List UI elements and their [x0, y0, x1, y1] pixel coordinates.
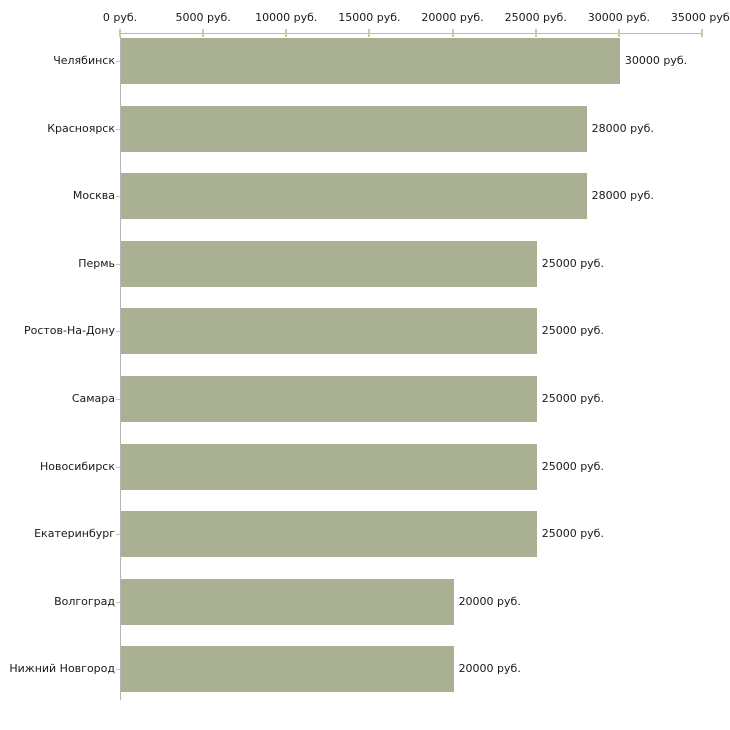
bar-value-label: 25000 руб.: [541, 459, 604, 473]
bar-value-label: 20000 руб.: [458, 662, 521, 676]
bar-value-label: 28000 руб.: [591, 189, 654, 203]
category-label: Екатеринбург: [34, 527, 115, 541]
bar: [121, 240, 537, 287]
bar: [121, 38, 620, 84]
category-tick-mark: [116, 467, 120, 468]
category-tick-mark: [116, 534, 120, 535]
category-label: Красноярск: [47, 121, 115, 135]
category-tick-mark: [116, 61, 120, 62]
category-tick-mark: [116, 602, 120, 603]
x-tick-mark: [617, 29, 620, 37]
x-tick-label: 30000 руб.: [587, 11, 650, 24]
category-tick-mark: [116, 264, 120, 265]
x-tick-mark: [368, 29, 371, 37]
category-label: Самара: [71, 392, 115, 405]
x-tick-mark: [701, 29, 703, 37]
bar: [121, 511, 537, 558]
bar: [121, 173, 587, 220]
x-tick-mark: [285, 29, 288, 37]
x-tick-label: 0 руб.: [102, 11, 138, 24]
category-label: Челябинск: [53, 54, 115, 67]
bar: [121, 646, 454, 693]
x-tick-label: 15000 руб.: [338, 11, 401, 24]
bar-value-label: 30000 руб.: [624, 54, 688, 67]
bar-value-label: 25000 руб.: [541, 527, 604, 541]
x-tick-mark: [534, 29, 537, 37]
category-tick-mark: [116, 399, 120, 400]
x-tick-mark: [119, 29, 121, 37]
bar: [121, 105, 587, 152]
x-tick-label: 10000 руб.: [255, 11, 318, 24]
category-tick-mark: [116, 331, 120, 332]
x-tick-label: 25000 руб.: [504, 11, 567, 24]
category-label: Москва: [72, 189, 115, 203]
bar-value-label: 25000 руб.: [541, 392, 604, 405]
category-tick-mark: [116, 669, 120, 670]
bar-value-label: 28000 руб.: [591, 121, 654, 135]
x-tick-mark: [451, 29, 454, 37]
x-tick-label: 5000 руб.: [175, 11, 231, 24]
x-axis-line: [120, 33, 703, 34]
category-label: Волгоград: [54, 594, 115, 608]
bar: [121, 578, 454, 625]
category-label: Новосибирск: [39, 459, 115, 473]
x-tick-mark: [202, 29, 205, 37]
category-label: Пермь: [78, 256, 115, 270]
category-label: Нижний Новгород: [9, 662, 115, 676]
category-label: Ростов-На-Дону: [23, 324, 115, 338]
category-tick-mark: [116, 129, 120, 130]
bar: [121, 308, 537, 355]
y-axis-line: [120, 33, 121, 700]
bar-value-label: 20000 руб.: [458, 594, 521, 608]
category-tick-mark: [116, 196, 120, 197]
bar: [121, 443, 537, 490]
bar: [121, 376, 537, 422]
bar-value-label: 25000 руб.: [541, 324, 604, 338]
bar-value-label: 25000 руб.: [541, 256, 604, 270]
x-tick-label: 20000 руб.: [421, 11, 484, 24]
x-tick-label: 35000 руб.: [670, 11, 730, 24]
